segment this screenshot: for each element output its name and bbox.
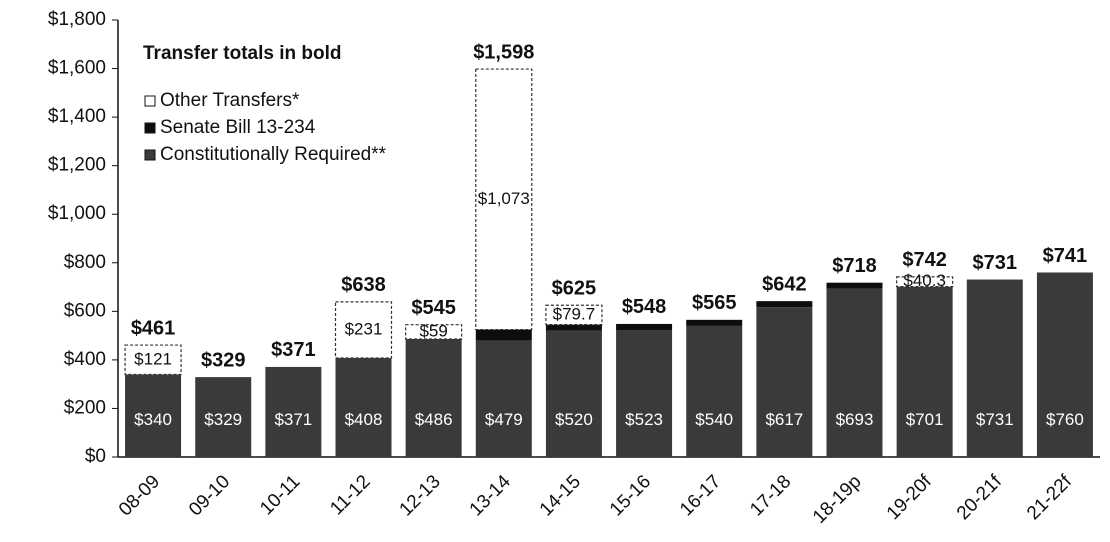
bar-segment (545, 324, 602, 331)
y-tick-label: $800 (64, 252, 106, 273)
bar-segment (405, 324, 463, 340)
value-label: $121 (134, 349, 172, 368)
bar-segment (826, 282, 883, 289)
value-label: $1,073 (478, 189, 530, 208)
bar-segment (686, 319, 743, 326)
value-label: $329 (204, 410, 242, 429)
y-tick-label: $600 (64, 300, 106, 321)
bar-segment (335, 357, 392, 457)
x-tick-label: 14-15 (536, 471, 585, 520)
total-label: $461 (131, 317, 176, 339)
x-tick-label: 09-10 (185, 471, 234, 520)
bar-segment (334, 301, 393, 359)
legend-swatch (144, 95, 156, 107)
x-tick-label: 16-17 (676, 471, 725, 520)
x-tick-label: 20-21f (953, 471, 1006, 524)
y-tick-label: $200 (64, 397, 106, 418)
total-label: $1,598 (473, 41, 534, 63)
legend-label: Constitutionally Required** (160, 144, 387, 165)
x-tick-label: 10-11 (256, 471, 304, 519)
x-tick-label: 12-13 (396, 471, 445, 520)
annotation: Transfer totals in bold (143, 43, 341, 64)
value-label: $617 (765, 410, 803, 429)
bar-segment (545, 304, 603, 326)
value-label: $479 (485, 410, 523, 429)
bar-segment (896, 286, 953, 457)
x-tick-label: 08-09 (115, 471, 164, 520)
y-tick-label: $1,400 (48, 106, 106, 127)
bar-segment (475, 340, 532, 457)
total-label: $548 (622, 296, 667, 318)
total-label: $329 (201, 349, 246, 371)
value-label: $520 (555, 410, 593, 429)
bar-segment (545, 330, 602, 457)
value-label: $693 (836, 410, 874, 429)
bar-segment (616, 323, 673, 331)
value-label: $40.3 (903, 271, 946, 290)
value-label: $59 (419, 321, 447, 340)
bar-segment (124, 344, 182, 376)
total-label: $642 (762, 273, 807, 295)
value-label: $408 (345, 410, 383, 429)
bar-segment (475, 68, 533, 331)
value-label: $540 (695, 410, 733, 429)
legend-label: Senate Bill 13-234 (160, 117, 316, 138)
x-tick-label: 11-12 (326, 471, 374, 519)
x-tick-label: 17-18 (746, 471, 795, 520)
bar-segment (616, 330, 673, 457)
legend-label: Other Transfers* (160, 90, 300, 111)
bar-segment (405, 339, 462, 457)
legend-swatch (144, 149, 156, 161)
value-label: $371 (274, 410, 312, 429)
bar-segment (686, 325, 743, 457)
value-label: $701 (906, 410, 944, 429)
x-tick-label: 18-19p (809, 471, 866, 528)
total-label: $638 (341, 274, 386, 296)
total-label: $625 (552, 278, 597, 300)
x-tick-label: 19-20f (883, 471, 936, 524)
bar-segment (265, 366, 322, 457)
total-label: $545 (411, 297, 456, 319)
total-label: $371 (271, 339, 316, 361)
y-tick-label: $1,800 (48, 9, 106, 30)
value-label: $731 (976, 410, 1014, 429)
total-label: $565 (692, 292, 737, 314)
total-label: $731 (973, 252, 1018, 274)
value-label: $340 (134, 410, 172, 429)
total-label: $718 (832, 255, 877, 277)
bar-segment (756, 307, 813, 457)
x-tick-label: 13-14 (466, 471, 516, 521)
y-tick-label: $400 (64, 349, 106, 370)
y-tick-label: $1,000 (48, 203, 106, 224)
value-label: $486 (415, 410, 453, 429)
y-tick-label: $1,200 (48, 155, 106, 176)
value-label: $523 (625, 410, 663, 429)
bar-segment (195, 377, 252, 457)
x-tick-label: 15-16 (606, 471, 655, 520)
bar-segment (896, 276, 954, 288)
value-label: $79.7 (553, 304, 596, 323)
total-label: $741 (1043, 245, 1088, 267)
y-tick-label: $1,600 (48, 58, 106, 79)
x-tick-label: 21-22f (1023, 471, 1076, 524)
bar-segment (756, 301, 813, 308)
bar-segment (826, 288, 883, 457)
bar-segment (475, 329, 532, 341)
bar-segment (1036, 272, 1093, 457)
bar-segment (125, 374, 182, 457)
legend-swatch (144, 122, 156, 134)
value-label: $231 (345, 319, 383, 338)
value-label: $760 (1046, 410, 1084, 429)
y-tick-label: $0 (85, 446, 106, 467)
total-label: $742 (902, 249, 947, 271)
bar-segment (966, 279, 1023, 457)
